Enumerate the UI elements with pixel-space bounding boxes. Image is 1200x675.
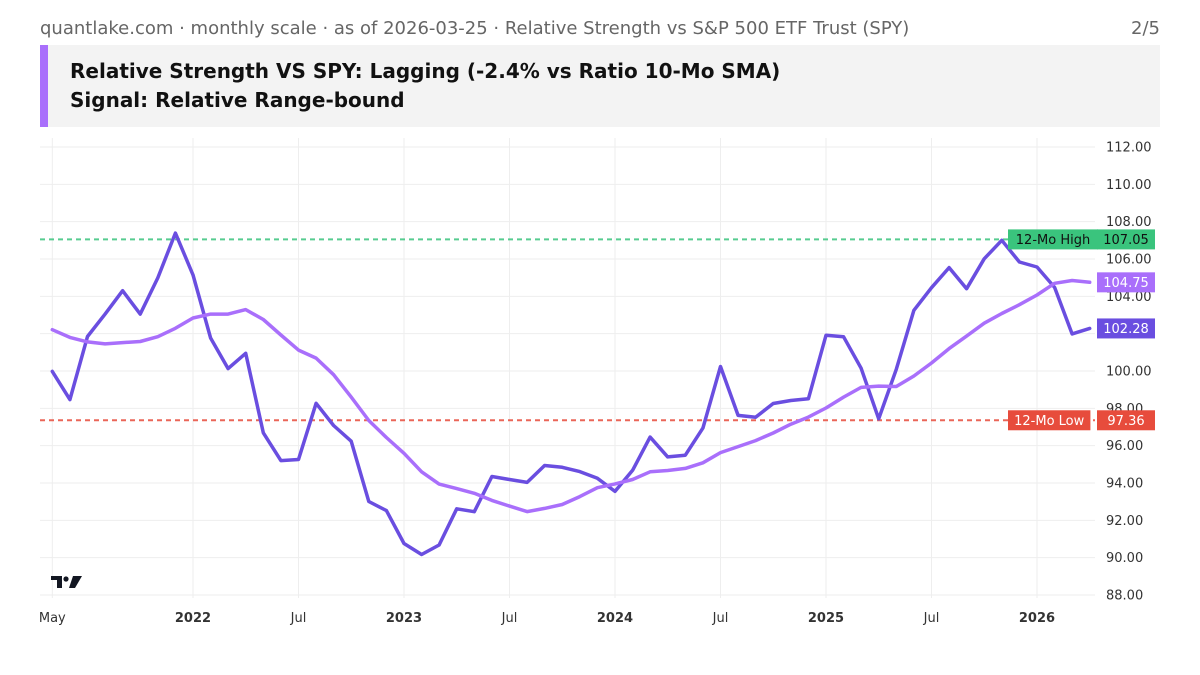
chart-title: Relative Strength VS SPY: Lagging (-2.4%…: [70, 59, 781, 83]
y-tick-label: 110.00: [1106, 178, 1152, 193]
value-badges: 12-Mo High 107.05 12-Mo Low 97.36 104.75 102.…: [1008, 229, 1155, 431]
x-tick-label: 2022: [175, 611, 211, 626]
x-tick-label: Jul: [712, 611, 729, 626]
y-tick-label: 104.00: [1106, 290, 1152, 305]
y-tick-label: 106.00: [1106, 253, 1152, 268]
source-line: quantlake.com · monthly scale · as of 20…: [40, 18, 910, 39]
grid: [40, 138, 1095, 598]
y-tick-label: 88.00: [1106, 589, 1143, 604]
ratio-series-line: [50, 231, 1092, 557]
sma-series-line: [50, 278, 1092, 514]
y-tick-label: 112.00: [1106, 141, 1152, 156]
y-tick-label: 92.00: [1106, 514, 1143, 529]
reference-value-label: 97.36: [1107, 414, 1144, 429]
reference-name-label: 12-Mo Low: [1014, 414, 1085, 429]
tradingview-logo-icon: [51, 576, 82, 588]
reference-name-badge: [1008, 229, 1098, 250]
y-tick-label: 108.00: [1106, 215, 1152, 230]
series: [50, 231, 1092, 557]
last-value-badge: [1097, 272, 1155, 293]
y-tick-label: 94.00: [1106, 477, 1143, 492]
last-value-label: 102.28: [1103, 322, 1149, 337]
y-tick-label: 90.00: [1106, 551, 1143, 566]
x-tick-label: 2025: [808, 611, 844, 626]
page-number: 2/5: [1131, 18, 1160, 39]
reference-name-badge: [1008, 410, 1091, 431]
signal-line: Signal: Relative Range-bound: [70, 88, 405, 112]
x-tick-label: May: [39, 611, 66, 626]
y-tick-label: 96.00: [1106, 439, 1143, 454]
reference-value-badge: [1097, 229, 1155, 250]
reference-name-label: 12-Mo High: [1016, 233, 1090, 248]
x-tick-label: 2023: [386, 611, 422, 626]
last-value-label: 104.75: [1103, 276, 1149, 291]
x-tick-label: 2024: [597, 611, 633, 626]
x-tick-label: 2026: [1019, 611, 1055, 626]
reference-value-label: 107.05: [1103, 233, 1149, 248]
x-tick-label: Jul: [923, 611, 940, 626]
title-banner: Relative Strength VS SPY: Lagging (-2.4%…: [40, 45, 1160, 127]
x-tick-label: Jul: [501, 611, 518, 626]
y-tick-label: 100.00: [1106, 365, 1152, 380]
y-axis: 88.0090.0092.0094.0096.0098.00100.00102.…: [1106, 141, 1152, 604]
last-value-badge: [1097, 318, 1155, 339]
x-tick-label: Jul: [290, 611, 307, 626]
reference-lines: [40, 238, 1095, 422]
reference-value-badge: [1097, 410, 1155, 431]
x-axis: May 2022 Jul 2023 Jul 2024 Jul 2025 Jul 2026: [39, 611, 1055, 626]
